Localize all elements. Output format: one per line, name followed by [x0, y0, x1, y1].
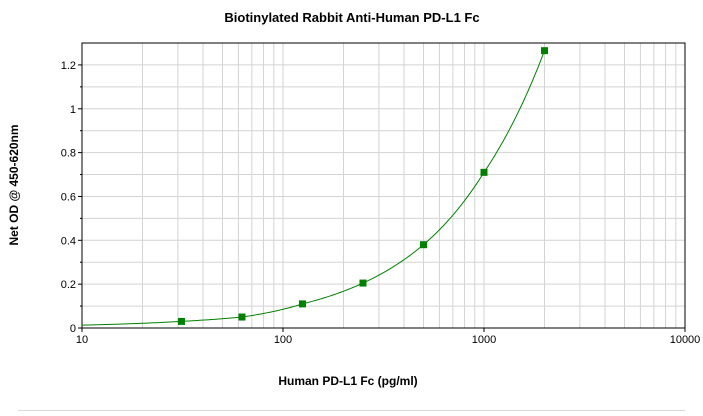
y-tick-label: 1.2: [61, 60, 76, 72]
data-point: [238, 313, 246, 321]
data-point: [359, 279, 367, 287]
plot-area-frame: [81, 42, 686, 329]
chart-title: Biotinylated Rabbit Anti-Human PD-L1 Fc: [224, 10, 479, 25]
x-tick-label: 1000: [472, 334, 496, 346]
x-tick-label: 10000: [670, 334, 701, 346]
data-points: [177, 47, 549, 325]
data-point: [177, 317, 185, 325]
x-tick-label: 10: [76, 334, 88, 346]
data-point: [480, 168, 488, 176]
footer-divider: [18, 410, 685, 411]
y-tick-label: 0.6: [61, 191, 76, 203]
y-axis-label: Net OD @ 450-620nm: [7, 124, 21, 245]
data-point: [419, 241, 427, 249]
x-axis-label: Human PD-L1 Fc (pg/ml): [278, 374, 417, 388]
y-tick-label: 1: [70, 104, 76, 116]
y-tick-label: 0: [70, 323, 76, 335]
fit-curve: [81, 50, 545, 326]
data-point: [541, 47, 549, 55]
y-tick-label: 0.8: [61, 148, 76, 160]
fit-curve-layer: [81, 50, 545, 326]
axis-ticks: 0 0.2 0.4 0.6 0.8 1 1.2 10 100 1000 10000: [61, 60, 701, 346]
x-tick-label: 100: [274, 334, 292, 346]
y-tick-label: 0.4: [61, 235, 76, 247]
grid: [82, 43, 685, 328]
data-point: [298, 300, 306, 308]
y-tick-label: 0.2: [61, 279, 76, 291]
